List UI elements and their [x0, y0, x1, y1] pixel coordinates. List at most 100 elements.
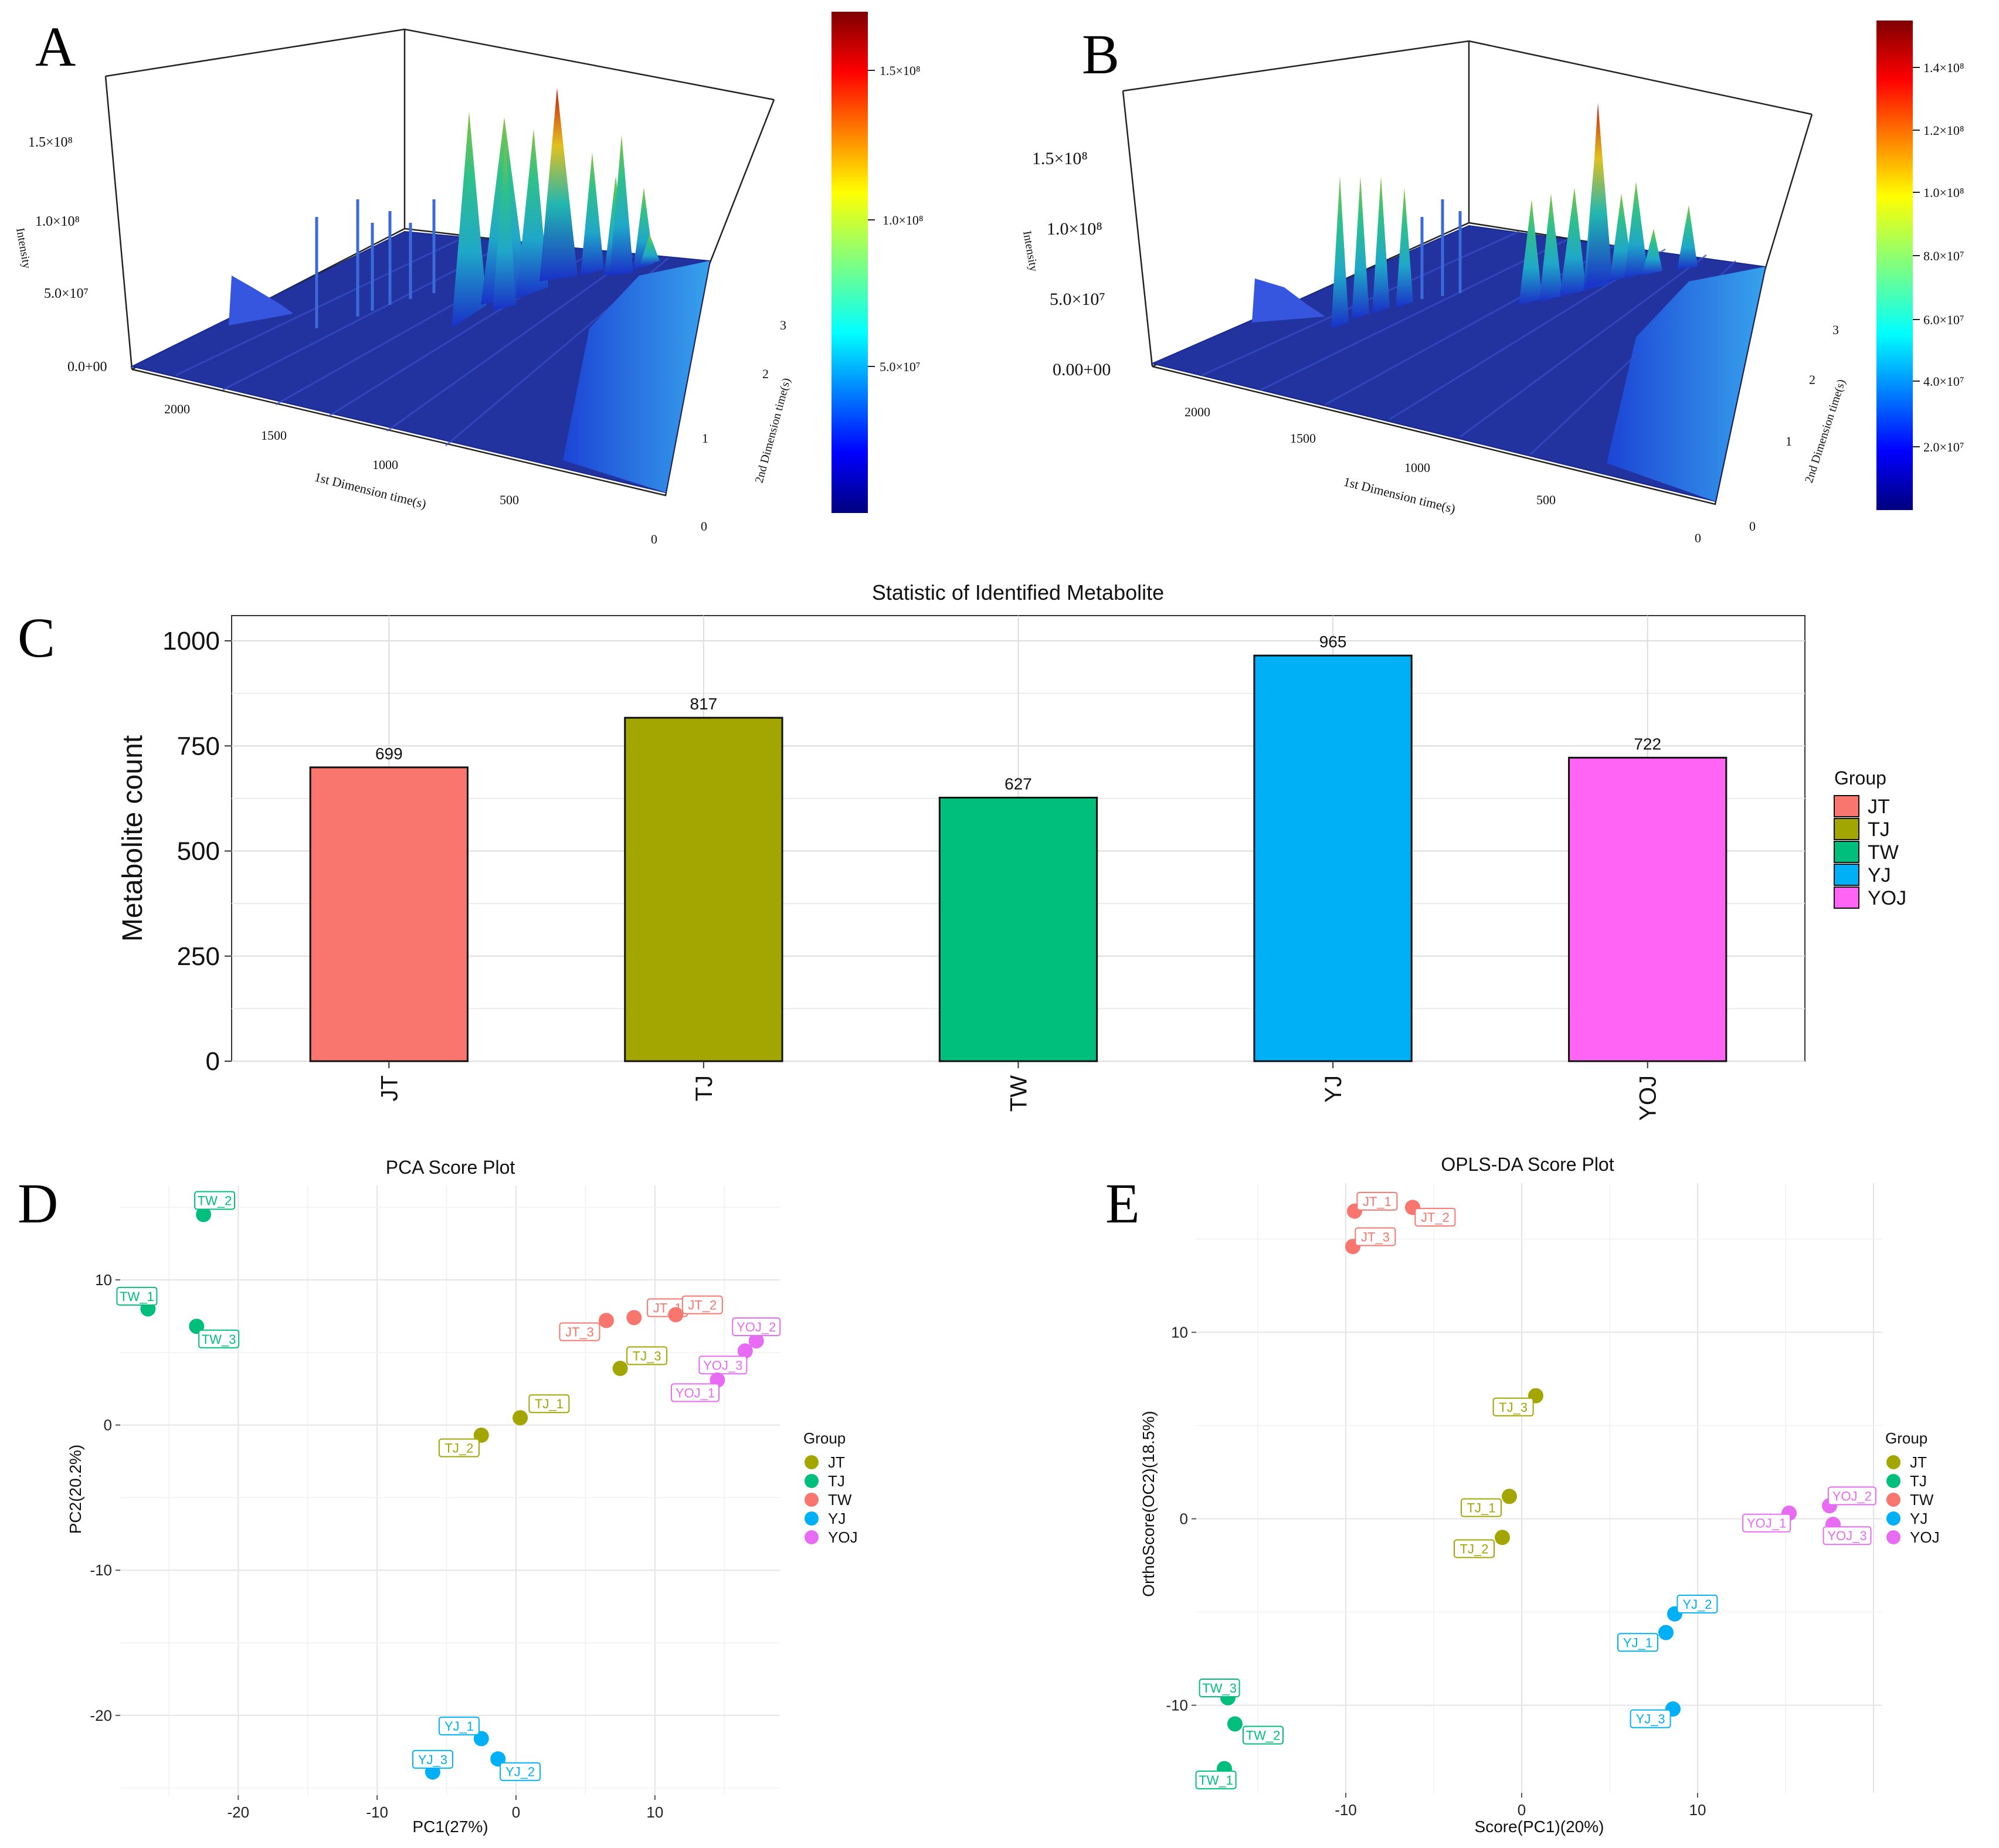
scatter-point-label: YJ_3	[418, 1752, 447, 1767]
scatter-x-tick-label: -10	[1335, 1801, 1357, 1819]
scatter-point-label: YOJ_1	[676, 1385, 715, 1400]
bar-value-label: 817	[690, 695, 718, 713]
bar-y-tick-label: 500	[177, 837, 220, 866]
svg-text:0.0+00: 0.0+00	[67, 359, 107, 375]
bar-y-tick-label: 1000	[162, 627, 220, 655]
scatter-label-box	[1355, 1227, 1396, 1246]
bar-x-ticks: JT TJ TW YJ YOJ	[376, 1061, 1661, 1121]
svg-text:4.0×10⁷: 4.0×10⁷	[1923, 374, 1964, 389]
svg-text:5.0×10⁷: 5.0×10⁷	[1050, 290, 1105, 309]
scatter-legend-dot	[805, 1493, 819, 1507]
scatter-y-tick-label: -20	[90, 1707, 112, 1724]
svg-text:1.0×10⁸: 1.0×10⁸	[1047, 219, 1102, 239]
scatter-point-label: YJ_1	[444, 1719, 474, 1734]
scatter-label-box	[1199, 1678, 1240, 1697]
scatter-y-tick-label: -10	[1166, 1697, 1188, 1714]
panel-letter-a: A	[35, 15, 76, 78]
scatter-label-box	[732, 1317, 781, 1336]
bar-series	[309, 654, 1728, 1062]
scatter-x-tick-label: 0	[512, 1803, 520, 1821]
scatter-legend-dot	[1886, 1511, 1900, 1526]
bar-x-tick-label: JT	[376, 1075, 402, 1101]
svg-text:1.5×10⁸: 1.5×10⁸	[880, 63, 921, 78]
scatter-point-label: JT_1	[1363, 1194, 1392, 1209]
scatter-label-box	[1827, 1486, 1876, 1506]
scatter-point-tj_1	[1502, 1489, 1517, 1504]
panel-c-bar-chart: C Statistic of Identified Metabolite 699…	[18, 580, 1906, 1121]
scatter-legend-label: YOJ	[1910, 1528, 1940, 1546]
svg-text:0: 0	[1695, 531, 1701, 545]
svg-text:0: 0	[701, 519, 707, 534]
svg-text:5.0×10⁷: 5.0×10⁷	[880, 359, 921, 374]
svg-text:500: 500	[500, 492, 519, 507]
svg-text:1500: 1500	[261, 428, 287, 443]
panel-a-colorbar	[831, 12, 868, 513]
scatter-label-box	[412, 1750, 453, 1769]
scatter-point-label: JT_2	[688, 1298, 717, 1313]
panel-a-z-ticks: 1.5×10⁸ 1.0×10⁸ 5.0×10⁷ 0.0+00	[28, 135, 107, 375]
scatter-y-tick-label: -10	[90, 1561, 112, 1579]
svg-text:6.0×10⁷: 6.0×10⁷	[1923, 312, 1964, 327]
panel-e-oplsda-plot: E OPLS-DA Score Plot JT_1 JT_2 JT_3 TJ_3 TJ_…	[1105, 1154, 1940, 1836]
scatter-y-tick-label: 10	[95, 1271, 112, 1289]
bar-x-tick-label: YJ	[1321, 1075, 1346, 1103]
panel-b-z-label: Intensity	[1020, 230, 1040, 273]
scatter-point-label: TJ_2	[444, 1441, 473, 1456]
scatter-legend-label: YOJ	[828, 1528, 858, 1546]
scatter-label-box	[1243, 1725, 1284, 1745]
bar-y-tick-label: 750	[177, 732, 220, 760]
scatter-legend-dot	[1886, 1474, 1900, 1488]
svg-text:1500: 1500	[1290, 431, 1316, 446]
scatter-point-tj_2	[1495, 1530, 1510, 1545]
bar-legend-label: YOJ	[1868, 887, 1906, 909]
scatter-point-label: YJ_1	[1623, 1635, 1652, 1650]
panel-a-colorbar-ticks	[868, 70, 875, 367]
svg-text:500: 500	[1536, 492, 1556, 507]
scatter-legend-dot	[805, 1511, 819, 1526]
svg-text:1.5×10⁸: 1.5×10⁸	[1032, 149, 1088, 168]
scatter-point-jt_3	[598, 1313, 614, 1329]
svg-text:1.0×10⁸: 1.0×10⁸	[883, 213, 924, 227]
pca-plot-area	[120, 1185, 780, 1795]
bar-tw	[938, 796, 1098, 1062]
scatter-y-tick-label: 0	[104, 1416, 112, 1434]
svg-text:2.0×10⁷: 2.0×10⁷	[1923, 440, 1964, 454]
scatter-y-tick-label: 0	[1180, 1510, 1188, 1527]
bar-legend-title: Group	[1834, 767, 1886, 789]
panel-a-hump	[229, 276, 293, 325]
bar-y-axis-label: Metabolite count	[117, 735, 148, 942]
pca-y-ticks: -20 -10 0 10	[90, 1271, 120, 1724]
panel-b-x-ticks: 2000 1500 1000 500	[1185, 405, 1556, 507]
svg-text:2: 2	[1809, 372, 1815, 387]
scatter-legend-label: YJ	[828, 1510, 846, 1527]
svg-text:0: 0	[651, 532, 657, 546]
svg-text:1.0×10⁸: 1.0×10⁸	[1923, 185, 1964, 200]
bar-value-label: 722	[1634, 735, 1661, 753]
scatter-point-yoj_2	[748, 1333, 764, 1348]
scatter-point-label: TJ_3	[1499, 1400, 1528, 1415]
scatter-label-box	[1461, 1498, 1502, 1517]
svg-text:2: 2	[762, 366, 769, 381]
scatter-point-yj_1	[1658, 1625, 1674, 1640]
svg-text:1: 1	[1786, 434, 1792, 449]
oplsda-y-ticks: -10 0 10	[1166, 1323, 1196, 1714]
panel-b-colorbar-ticks	[1913, 67, 1920, 447]
bar-value-label: 627	[1004, 774, 1032, 793]
svg-text:1: 1	[702, 431, 708, 446]
bar-value-label: 699	[375, 745, 403, 763]
bar-legend-swatch	[1834, 841, 1859, 863]
panel-a-peaks	[315, 88, 660, 328]
bar-legend-swatch	[1834, 886, 1859, 909]
svg-text:1.0×10⁸: 1.0×10⁸	[35, 214, 80, 229]
scatter-point-label: YJ_3	[1636, 1712, 1665, 1727]
bar-legend-label: JT	[1868, 796, 1890, 818]
scatter-label-box	[116, 1286, 158, 1306]
scatter-legend-dot	[805, 1474, 819, 1488]
scatter-label-box	[1454, 1539, 1495, 1558]
panel-b-y-ticks: 0 0 1 2 3	[1695, 322, 1839, 545]
svg-text:1.4×10⁸: 1.4×10⁸	[1923, 60, 1964, 75]
svg-text:1000: 1000	[372, 457, 398, 472]
scatter-point-tj_3	[612, 1361, 628, 1376]
